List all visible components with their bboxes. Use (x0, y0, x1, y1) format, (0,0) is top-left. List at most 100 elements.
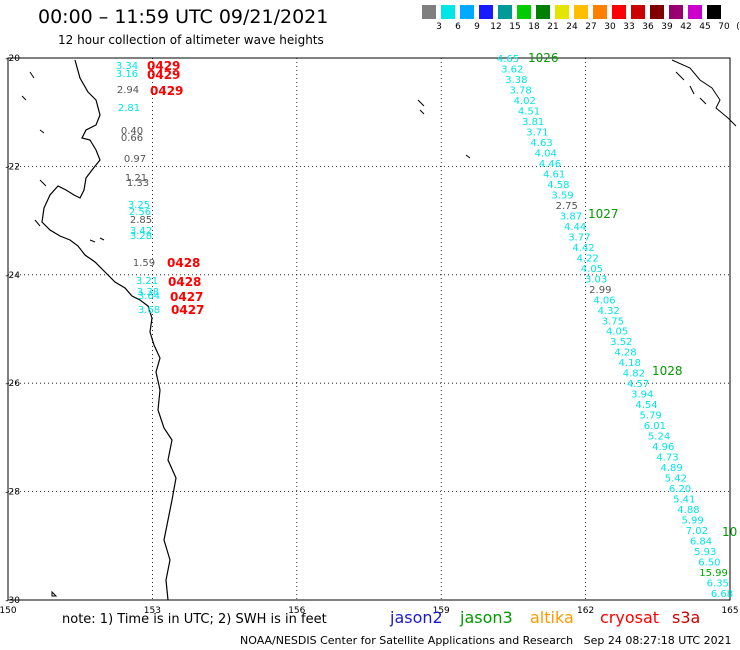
small-marker (51, 590, 58, 597)
legend-swatch (631, 5, 646, 19)
credit-text: NOAA/NESDIS Center for Satellite Applica… (240, 634, 574, 647)
wave-height-value: 5.42 (665, 474, 687, 485)
wave-height-value: 4.05 (581, 264, 603, 275)
time-label: 0427 (170, 290, 203, 304)
wave-height-value: 3.75 (602, 316, 624, 327)
legend-swatch (593, 5, 608, 19)
legend-label: 70 (718, 22, 730, 32)
wave-height-value: 3.25 (128, 200, 150, 211)
lat-tick-label: -26 (5, 379, 20, 389)
lat-tick-label: -20 (5, 54, 20, 64)
legend-label: 42 (680, 22, 692, 32)
wave-height-value: 3.38 (505, 75, 527, 86)
legend-swatch (707, 5, 722, 19)
wave-height-value: 5.24 (648, 432, 670, 443)
wave-height-value: 5.99 (681, 516, 703, 527)
mission-name: jason3 (460, 608, 513, 627)
wave-height-value: 4.73 (656, 453, 678, 464)
wave-height-value: 4.42 (572, 243, 594, 254)
lon-tick-label: 162 (577, 606, 594, 616)
wave-height-value: 3.71 (526, 127, 548, 138)
wave-height-value: 4.06 (593, 295, 615, 306)
wave-height-value: 6.68 (711, 589, 733, 600)
mission-name: jason2 (390, 608, 443, 627)
lat-tick-label: -30 (5, 596, 20, 606)
wave-height-value: 4.51 (518, 106, 540, 117)
wave-height-value: 2.56 (129, 207, 151, 218)
wave-height-value: 4.22 (577, 253, 599, 264)
time-label: 0427 (171, 303, 204, 317)
lon-tick-label: 165 (721, 606, 738, 616)
new-caledonia-coastline (671, 59, 737, 127)
wave-height-value: 0.66 (121, 133, 143, 144)
lon-tick-label: 159 (433, 606, 450, 616)
time-label: 0429 (147, 59, 180, 73)
wave-height-value: 4.88 (677, 505, 699, 516)
wave-height-value: 4.96 (652, 442, 674, 453)
track-west: 3.343.16 2.94 2.81 0.400.66 0.97 1.211.33 3.25… (116, 59, 205, 317)
wave-height-value: 2.81 (118, 103, 140, 114)
wave-height-value: 4.02 (514, 96, 536, 107)
wave-height-value: 4.44 (564, 222, 586, 233)
lon-tick-label: 150 (0, 606, 17, 616)
wave-height-value: 1.59 (133, 258, 155, 269)
legend-label: 45 (699, 22, 711, 32)
wave-height-value: 15.99 (699, 568, 728, 579)
lat-tick-label: -28 (5, 488, 20, 498)
legend-swatch (688, 5, 703, 19)
wave-height-value: 3.38 (137, 287, 159, 298)
wave-height-value: 3.77 (568, 232, 590, 243)
wave-height-value: 2.99 (589, 285, 611, 296)
australia-coastline (41, 59, 177, 601)
wave-height-value: 6.20 (669, 484, 691, 495)
wave-height-value: 3.52 (610, 337, 632, 348)
wave-height-value: 6.84 (690, 537, 712, 548)
legend-label: 33 (623, 22, 635, 32)
legend-swatch (517, 5, 532, 19)
time-label: 1027 (588, 207, 619, 221)
legend-label: 9 (474, 22, 480, 32)
wave-height-value: 3.59 (551, 190, 573, 201)
time-label: 10 (722, 525, 737, 539)
wave-height-value: 4.46 (539, 159, 561, 170)
mission-name: altika (530, 608, 574, 627)
wave-height-value: 3.21 (136, 276, 158, 287)
wave-height-value: 2.94 (117, 85, 139, 96)
wave-height-value: 4.32 (598, 306, 620, 317)
legend-swatch (555, 5, 570, 19)
legend-swatch (612, 5, 627, 19)
wave-height-value: 6.50 (698, 558, 720, 569)
wave-height-value: 0.97 (124, 154, 146, 165)
wave-height-value: 3.42 (130, 226, 152, 237)
lat-tick-label: -24 (5, 271, 20, 281)
wave-height-value: 4.28 (614, 348, 636, 359)
wave-height-value: 3.78 (509, 85, 531, 96)
wave-height-value: 3.81 (522, 117, 544, 128)
wave-height-value: 3.03 (585, 274, 607, 285)
legend-swatch (536, 5, 551, 19)
lat-tick-label: -22 (5, 162, 20, 172)
wave-height-value: 3.28 (130, 231, 152, 242)
legend-label: 30 (604, 22, 616, 32)
wave-height-value: 4.04 (535, 148, 557, 159)
legend-swatch (479, 5, 494, 19)
wave-height-value: 4.05 (606, 327, 628, 338)
legend-label: 24 (566, 22, 578, 32)
map-title: 00:00 – 11:59 UTC 09/21/2021 (38, 6, 329, 28)
island-fragments (21, 71, 471, 243)
coastline (21, 59, 737, 601)
legend-swatch (441, 5, 456, 19)
wave-height-value: 2.75 (556, 201, 578, 212)
time-label: 0429 (150, 84, 183, 98)
wave-height-value: 3.87 (560, 211, 582, 222)
time-label: 0428 (168, 275, 201, 289)
wave-height-value: 4.82 (623, 369, 645, 380)
time-label: 0428 (167, 256, 200, 270)
wave-height-value: 0.40 (121, 126, 143, 137)
time-label: 1026 (528, 51, 559, 65)
wave-height-value: 3.64 (138, 291, 160, 302)
lon-tick-label: 156 (288, 606, 305, 616)
legend-swatch (574, 5, 589, 19)
legend-swatch (422, 5, 437, 19)
